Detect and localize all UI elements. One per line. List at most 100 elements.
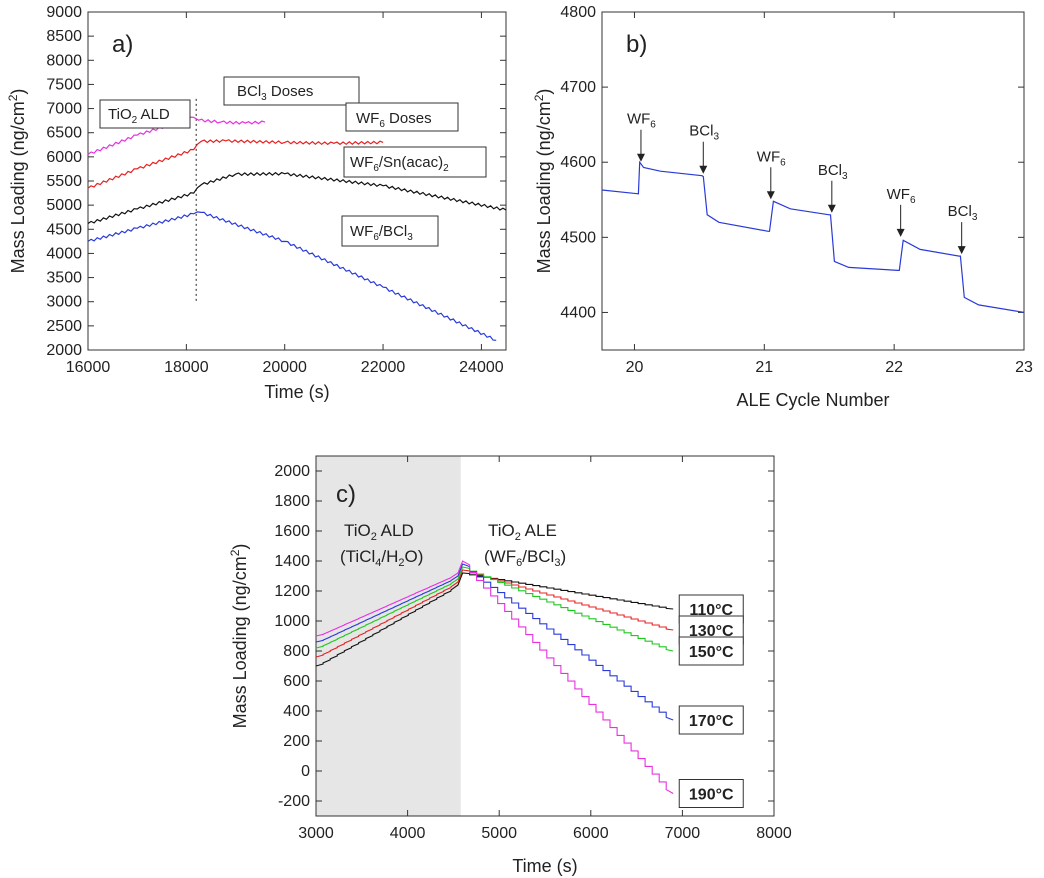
wf6-doses-box	[345, 102, 459, 132]
panel-a-x-axis-title: Time (s)	[264, 382, 329, 402]
a-y-tick-label: 3000	[46, 294, 82, 311]
panel-c-label: c)	[336, 481, 356, 508]
panel-c-temperature-label: 130°C	[689, 623, 734, 640]
panel-c-temperature-box	[678, 636, 744, 666]
c-y-tick-label: 0	[301, 763, 310, 780]
panel-a-y-axis-title: Mass Loading (ng/cm2)	[6, 89, 28, 274]
a-x-tick-label: 20000	[262, 359, 307, 376]
panel-b-precursor-label: BCl3	[948, 203, 978, 223]
c-x-tick-label: 6000	[573, 825, 609, 842]
b-x-tick-label: 21	[755, 359, 773, 376]
panel-c-shaded-region	[316, 456, 461, 816]
c-y-tick-label: 1600	[274, 523, 310, 540]
a-y-tick-label: 8000	[46, 52, 82, 69]
wf6-doses-annotation: WF6 Doses	[356, 110, 432, 130]
b-x-tick-label: 23	[1015, 359, 1033, 376]
c-y-tick-label: 1200	[274, 583, 310, 600]
panel-b-arrow-head	[636, 153, 645, 162]
a-y-tick-label: 4500	[46, 221, 82, 238]
panel-b-x-ticks: 20 21 22 23	[626, 12, 1033, 376]
bcl3-doses-box	[223, 76, 360, 106]
panel-c-temperature-label: 190°C	[689, 787, 734, 804]
panel-b-series	[601, 160, 1025, 313]
a-y-tick-label: 5500	[46, 173, 82, 190]
panel-b-label: b)	[626, 31, 647, 58]
panel-c-temperature-label: 110°C	[689, 602, 733, 619]
panel-b-arrow-head	[827, 204, 836, 213]
panel-c-series	[315, 560, 674, 794]
panel-a-x-ticks: 16000 18000 20000 22000 24000	[66, 12, 504, 376]
a-y-tick-label: 3500	[46, 270, 82, 287]
a-y-tick-label: 9000	[46, 4, 82, 21]
a-x-tick-label: 22000	[361, 359, 406, 376]
c-x-tick-label: 4000	[390, 825, 426, 842]
c-y-tick-label: -200	[278, 793, 310, 810]
panel-c-temperature-labels: 110°C 130°C 150°C 170°C 190°C	[678, 594, 744, 808]
c-y-tick-label: 200	[283, 733, 310, 750]
c-y-tick-label: 1800	[274, 493, 310, 510]
wf6-snacac-box	[343, 146, 487, 178]
tio2-ald-label: TiO2 ALD	[344, 521, 414, 543]
b-y-tick-label: 4700	[560, 79, 596, 96]
panel-a-y-ticks: 2000 2500 3000 3500 4000 4500 5000 5500 6000 6500…	[46, 4, 506, 359]
panel-b-annotations: WF6 BCl3 WF6 BCl3 WF6 BCl3	[627, 111, 978, 255]
panel-a-series	[87, 116, 507, 341]
panel-b-series-line-0	[601, 160, 1025, 313]
panel-b-precursor-label: WF6	[627, 111, 656, 131]
a-y-tick-label: 6500	[46, 125, 82, 142]
panel-c-y-axis-title: Mass Loading (ng/cm2)	[228, 544, 250, 729]
panel-b-arrow-head	[957, 246, 966, 255]
panel-b-y-ticks: 4400 4500 4600 4700 4800	[560, 4, 1024, 321]
panel-c-x-ticks: 3000 4000 5000 6000 7000 8000	[298, 456, 792, 842]
panel-a: 2000 2500 3000 3500 4000 4500 5000 5500 6000 6500…	[6, 4, 507, 402]
panel-a-series-line-3	[87, 211, 497, 341]
c-x-tick-label: 3000	[298, 825, 334, 842]
b-x-tick-label: 20	[626, 359, 644, 376]
panel-b-y-axis-title: Mass Loading (ng/cm2)	[532, 89, 554, 274]
panel-a-series-line-1	[87, 139, 384, 189]
a-y-tick-label: 2500	[46, 318, 82, 335]
panel-c-temperature-box	[678, 779, 744, 808]
panel-b-x-axis-title: ALE Cycle Number	[736, 390, 889, 410]
bcl3-doses-annotation: BCl3 Doses	[237, 83, 313, 103]
b-y-tick-label: 4600	[560, 154, 596, 171]
a-x-tick-label: 18000	[164, 359, 209, 376]
a-y-tick-label: 6000	[46, 149, 82, 166]
panel-b-arrow-head	[699, 165, 708, 174]
panel-b-precursor-label: BCl3	[818, 162, 848, 182]
a-x-tick-label: 24000	[459, 359, 504, 376]
ticl4-h2o-label: (TiCl4/H2O)	[340, 547, 423, 569]
panel-c-series-line-4	[315, 560, 674, 794]
tio2-ald-box	[99, 99, 191, 129]
panel-b-arrow-head	[896, 228, 905, 237]
c-y-tick-label: 800	[283, 643, 310, 660]
c-y-tick-label: 1400	[274, 553, 310, 570]
a-y-tick-label: 8500	[46, 28, 82, 45]
wf6-bcl3-box	[341, 215, 439, 247]
panel-a-label: a)	[112, 31, 133, 58]
panel-c-temperature-label: 170°C	[689, 713, 734, 730]
b-y-tick-label: 4800	[560, 4, 596, 21]
panel-c-series-line-3	[315, 563, 674, 721]
panel-b-precursor-label: WF6	[887, 186, 916, 206]
c-y-tick-label: 1000	[274, 613, 310, 630]
panel-b-arrow-head	[766, 191, 775, 200]
panel-b-precursor-label: BCl3	[689, 123, 719, 143]
c-x-tick-label: 5000	[481, 825, 517, 842]
c-y-tick-label: 600	[283, 673, 310, 690]
c-y-tick-label: 400	[283, 703, 310, 720]
panel-c-temperature-box	[678, 705, 744, 735]
panel-b-precursor-label: WF6	[757, 148, 786, 168]
panel-a-plot-frame	[87, 11, 507, 351]
tio2-ald-annotation: TiO2 ALD	[108, 106, 170, 126]
tio2-ale-label: TiO2 ALE	[488, 521, 557, 543]
wf6-bcl3-label: (WF6/BCl3)	[484, 547, 566, 569]
panel-b-plot-frame	[601, 11, 1025, 351]
b-y-tick-label: 4500	[560, 229, 596, 246]
panel-c-temperature-label: 150°C	[689, 644, 734, 661]
c-x-tick-label: 7000	[665, 825, 701, 842]
c-x-tick-label: 8000	[756, 825, 792, 842]
b-y-tick-label: 4400	[560, 304, 596, 321]
a-y-tick-label: 4000	[46, 245, 82, 262]
